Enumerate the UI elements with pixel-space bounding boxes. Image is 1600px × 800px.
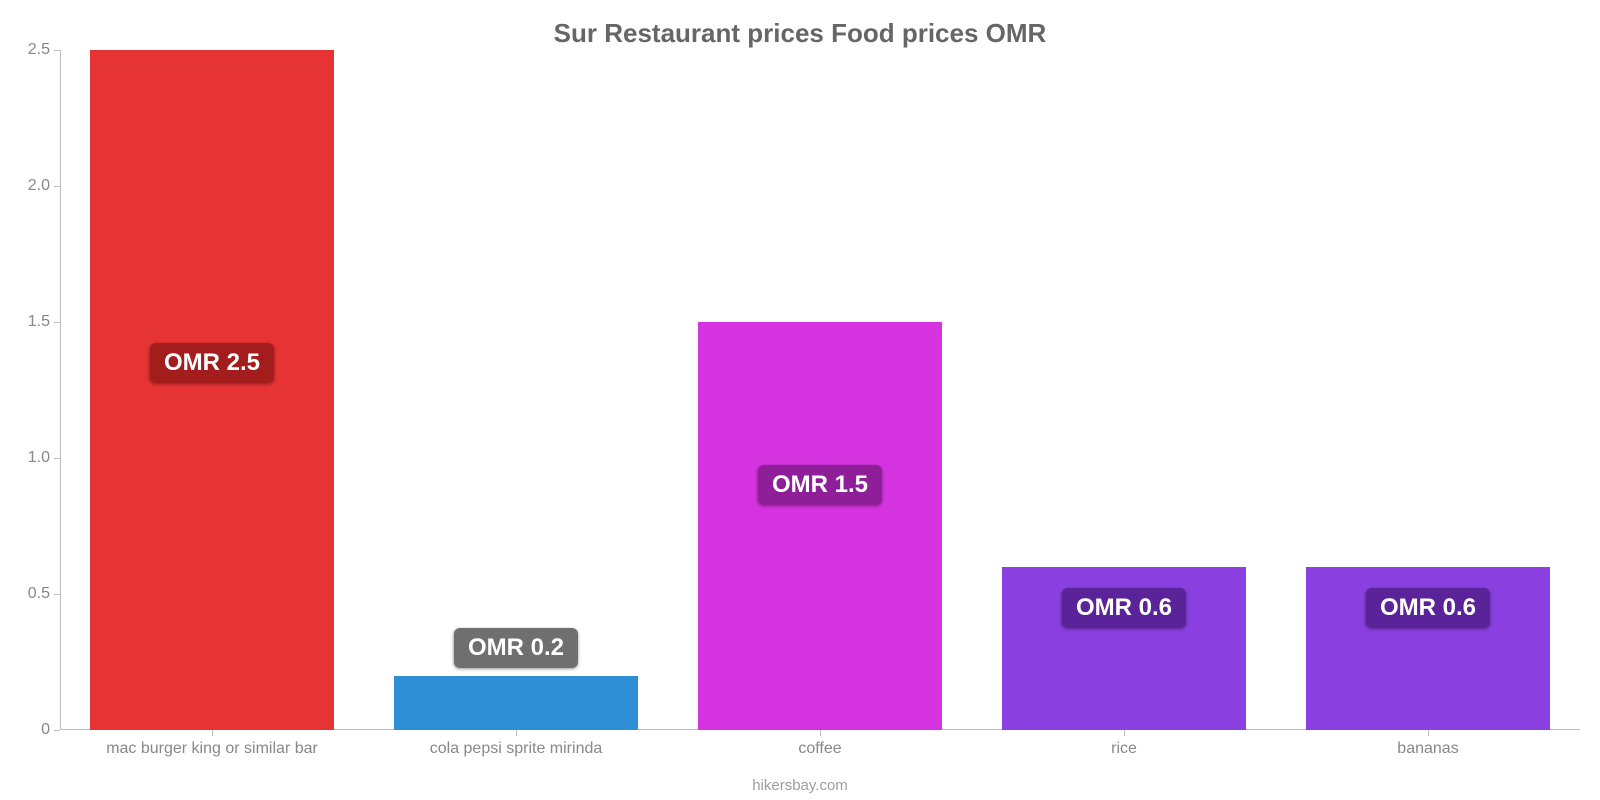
bar: [90, 50, 333, 730]
plot-area: 00.51.01.52.02.5mac burger king or simil…: [60, 50, 1580, 730]
y-tick-label: 1.0: [28, 449, 60, 467]
x-tick-label: coffee: [798, 730, 841, 758]
value-badge: OMR 0.2: [454, 628, 578, 668]
y-tick-label: 2.0: [28, 177, 60, 195]
value-badge: OMR 1.5: [758, 465, 882, 505]
x-tick-label: rice: [1111, 730, 1137, 758]
x-tick-label: cola pepsi sprite mirinda: [430, 730, 603, 758]
value-badge: OMR 2.5: [150, 343, 274, 383]
bar: [698, 322, 941, 730]
chart-title: Sur Restaurant prices Food prices OMR: [0, 18, 1600, 49]
y-tick-label: 0: [41, 721, 60, 739]
y-tick-label: 0.5: [28, 585, 60, 603]
x-tick-label: mac burger king or similar bar: [106, 730, 318, 758]
bar: [394, 676, 637, 730]
value-badge: OMR 0.6: [1062, 588, 1186, 628]
y-tick-label: 1.5: [28, 313, 60, 331]
credit-text: hikersbay.com: [0, 777, 1600, 794]
y-axis: [60, 50, 61, 730]
x-tick-label: bananas: [1397, 730, 1458, 758]
chart-container: Sur Restaurant prices Food prices OMR 00…: [0, 0, 1600, 800]
value-badge: OMR 0.6: [1366, 588, 1490, 628]
y-tick-label: 2.5: [28, 41, 60, 59]
